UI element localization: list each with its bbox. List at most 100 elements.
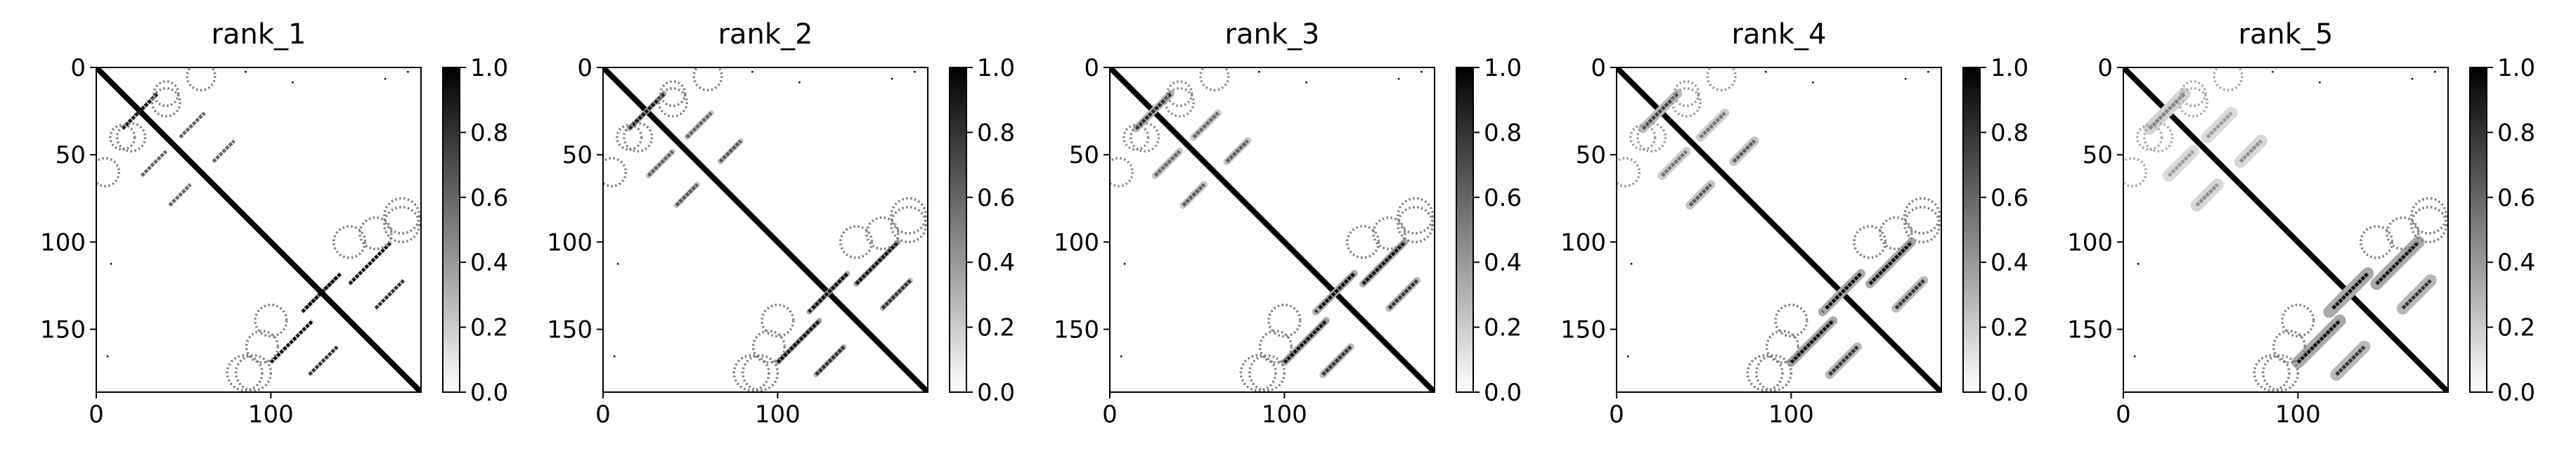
heatmap-stem [2206, 111, 2233, 139]
heatmap-dot [1123, 263, 1126, 265]
heatmap-arc [254, 304, 288, 338]
heatmap-arc [692, 67, 723, 92]
heatmap-dot [1626, 355, 1629, 358]
colorbar-tick-label: 0.6 [470, 184, 508, 212]
axes-frame [602, 67, 928, 393]
heatmap-arc [2410, 197, 2448, 235]
heatmap-arc [2253, 354, 2291, 392]
heatmap-arc [2123, 157, 2148, 188]
heatmap-arc [890, 197, 928, 235]
heatmap-dot [2411, 77, 2414, 80]
heatmap-stem [675, 183, 699, 207]
colorbar-frame [949, 67, 967, 393]
heatmap-arc [2360, 225, 2394, 259]
colorbar-tick-label: 0.4 [977, 249, 1015, 277]
heatmap-arc [2261, 354, 2300, 392]
y-tick-label: 0 [2097, 54, 2113, 82]
colorbar-tick-label: 0.6 [1484, 184, 1522, 212]
x-tick-label: 0 [1102, 401, 1118, 429]
heatmap-stem [1825, 272, 1863, 310]
heatmap-arc [2143, 122, 2174, 152]
heatmap-arc [1110, 157, 1134, 188]
heatmap-stem [2296, 319, 2341, 364]
heatmap-stem [1192, 111, 1219, 139]
heatmap-dot [407, 70, 409, 73]
heatmap-arc [1754, 354, 1793, 392]
heatmap-arc [890, 205, 928, 244]
heatmap-arc [1636, 122, 1667, 152]
y-tick-label: 50 [1576, 141, 1606, 169]
colorbar-tick-label: 0.2 [2497, 314, 2535, 342]
colorbar-tick-label: 1.0 [2497, 54, 2535, 82]
heatmap-arc [732, 354, 770, 392]
colorbar-tick-label: 0.4 [2497, 249, 2535, 277]
colorbar-tick-label: 0.2 [1484, 314, 1522, 342]
heatmap-cells [603, 67, 928, 392]
y-tick-label: 150 [1560, 316, 1606, 344]
heatmap-arc [1164, 87, 1195, 118]
heatmap-dot [1765, 70, 1767, 73]
heatmap-arc [623, 122, 654, 152]
heatmap-arc [2213, 67, 2244, 92]
heatmap-dot [2434, 70, 2436, 73]
heatmap-arc [186, 67, 216, 92]
heatmap-main-diagonal [96, 67, 421, 392]
colorbar-tick-label: 0.0 [2497, 379, 2535, 407]
chart-panel-rank_4: rank_4 0 100 0 50 100 150 0.0 0.2 0.4 0.6 0.8 1.0 [1560, 18, 2028, 429]
heatmap-dot [2137, 263, 2140, 265]
y-tick-label: 100 [40, 228, 86, 257]
heatmap-arc [1267, 304, 1302, 338]
heatmap-arc [603, 157, 628, 188]
heatmap-arc [1397, 197, 1435, 235]
heatmap-arc [2410, 205, 2448, 244]
heatmap-stem [1688, 183, 1712, 207]
heatmap-stem [2167, 150, 2195, 177]
heatmap-stem [718, 139, 742, 163]
y-tick-label: 100 [2067, 228, 2113, 257]
heatmap-stem [815, 345, 846, 376]
heatmap-stem [2239, 139, 2263, 163]
heatmap-arc [1673, 80, 1700, 108]
heatmap-arc [1629, 124, 1657, 151]
heatmap-arc [1903, 205, 1941, 244]
heatmap-arc [150, 87, 181, 118]
chart-title: rank_4 [1732, 18, 1827, 51]
chart-panel-rank_1: rank_1 0 100 0 50 100 150 0.0 0.2 0.4 0.6 0.8 1.0 [40, 18, 508, 429]
heatmap-arc [657, 87, 688, 118]
heatmap-dot [798, 81, 801, 84]
heatmap-arc [245, 330, 280, 364]
y-tick-label: 50 [56, 141, 86, 169]
heatmap-dot [1630, 263, 1633, 265]
heatmap-dot [1812, 81, 1814, 84]
chart-title: rank_2 [718, 18, 813, 51]
colorbar-frame [442, 67, 460, 393]
y-tick-label: 150 [547, 316, 593, 344]
heatmap-arc [1774, 304, 1808, 338]
heatmap-main-diagonal [1110, 67, 1435, 392]
x-tick-label: 100 [248, 401, 294, 429]
axes-frame [96, 67, 422, 393]
heatmap-arc [751, 330, 787, 364]
heatmap-stem [1182, 183, 1205, 207]
chart-panel-rank_2: rank_2 0 100 0 50 100 150 0.0 0.2 0.4 0.6 0.8 1.0 [547, 18, 1015, 429]
y-tick-label: 100 [547, 228, 593, 257]
y-tick-label: 50 [562, 141, 593, 169]
heatmap-stem [1225, 139, 1249, 163]
colorbar-tick-label: 0.6 [1991, 184, 2028, 212]
y-tick-label: 0 [1591, 54, 1606, 82]
heatmap-arc [839, 225, 874, 259]
heatmap-cells [2123, 67, 2448, 392]
heatmap-stem [647, 150, 675, 177]
heatmap-arc [1258, 330, 1293, 364]
colorbar-tick-label: 0.0 [470, 379, 508, 407]
heatmap-arc [1166, 80, 1193, 108]
heatmap-cells [1110, 67, 1435, 392]
heatmap-stem [308, 345, 339, 376]
heatmap-arc [226, 354, 264, 392]
colorbar-tick-label: 1.0 [1991, 54, 2028, 82]
colorbar [1456, 67, 1473, 392]
heatmap-arc [2272, 330, 2307, 364]
heatmap-stem [811, 272, 849, 310]
heatmap-arc [1671, 87, 1702, 118]
colorbar-tick-label: 1.0 [470, 54, 508, 82]
